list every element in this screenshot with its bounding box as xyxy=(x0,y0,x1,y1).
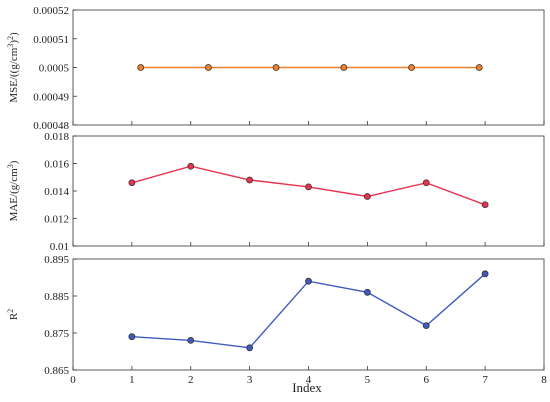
y-tick-label: 0.016 xyxy=(44,159,69,171)
y-tick-label: 0.865 xyxy=(44,365,69,377)
data-point xyxy=(363,288,371,296)
y-tick-label: 0.012 xyxy=(44,214,69,226)
chart-panel-1: 0.00048 0.00049 0.0005 0.00051 0.00052 MSE/((… xyxy=(6,5,545,132)
data-point xyxy=(422,322,430,330)
y-tick-label: 0.01 xyxy=(50,241,69,253)
y-tick-label: 0.00052 xyxy=(33,5,69,17)
y-tick-label: 0.875 xyxy=(44,328,69,340)
data-point xyxy=(137,64,145,71)
x-tick-label: 1 xyxy=(129,374,135,386)
data-point xyxy=(128,179,136,187)
y-tick-label: 0.00051 xyxy=(33,34,69,46)
plot-frame xyxy=(72,258,545,371)
y-axis-label: MSE/((g/cm3)2) xyxy=(6,32,20,103)
data-point xyxy=(246,176,254,184)
data-point xyxy=(340,64,348,71)
y-axis-label-superscript: 2 xyxy=(6,309,15,313)
x-tick-label: 7 xyxy=(482,374,488,386)
chart-panels: 0.00048 0.00049 0.0005 0.00051 0.00052 MSE/((… xyxy=(6,5,545,377)
data-point xyxy=(246,344,254,352)
y-axis-label: R2 xyxy=(6,309,20,320)
y-tick-label: 0.885 xyxy=(44,291,69,303)
data-point xyxy=(305,277,312,285)
plot-frame xyxy=(72,135,545,247)
data-point xyxy=(481,201,489,209)
data-point xyxy=(475,64,483,71)
y-tick-label: 0.018 xyxy=(44,131,69,143)
y-tick-label: 0.00048 xyxy=(33,120,69,132)
chart-panel-2: 0.01 0.012 0.014 0.016 0.018 MAE/(g/cm3) xyxy=(6,131,545,253)
x-axis: Index 0 1 2 3 4 5 6 7 8 xyxy=(70,374,547,395)
data-point xyxy=(128,333,136,341)
y-axis-label-part: R xyxy=(8,312,20,320)
y-tick-label: 0.895 xyxy=(44,254,69,266)
y-tick-label: 0.00049 xyxy=(33,91,69,103)
y-axis-label-part: ) xyxy=(8,40,20,44)
data-point xyxy=(305,183,312,191)
y-axis-label-part: MAE/(g/cm xyxy=(8,168,20,222)
y-axis-label: MAE/(g/cm3) xyxy=(6,160,20,221)
series-line xyxy=(131,273,486,349)
y-axis-label-superscript: 2 xyxy=(6,36,15,40)
x-tick-label: 4 xyxy=(306,374,312,386)
y-tick-label: 0.014 xyxy=(44,186,69,198)
data-point xyxy=(422,179,430,187)
data-point xyxy=(363,193,371,200)
data-point xyxy=(187,336,195,344)
x-tick-label: 6 xyxy=(424,374,430,386)
y-axis-label-part: MSE/((g/cm xyxy=(8,47,20,102)
data-point xyxy=(187,162,195,170)
y-axis-label-superscript: 3 xyxy=(6,44,15,48)
x-tick-label: 0 xyxy=(70,374,76,386)
x-tick-label: 8 xyxy=(541,374,547,386)
y-axis-label-superscript: 3 xyxy=(6,164,15,168)
x-tick-label: 5 xyxy=(365,374,371,386)
data-point xyxy=(408,64,415,71)
data-point xyxy=(272,64,280,71)
chart-panel-3: 0.865 0.875 0.885 0.895 R2 xyxy=(6,254,545,377)
data-point xyxy=(481,270,489,278)
y-axis-label-part: ) xyxy=(8,160,20,164)
y-axis-label-part: ) xyxy=(8,32,20,36)
x-tick-label: 2 xyxy=(188,374,194,386)
data-point xyxy=(205,64,212,71)
x-axis-label: Index xyxy=(292,380,322,395)
x-tick-label: 3 xyxy=(247,374,253,386)
y-tick-label: 0.0005 xyxy=(39,63,70,75)
